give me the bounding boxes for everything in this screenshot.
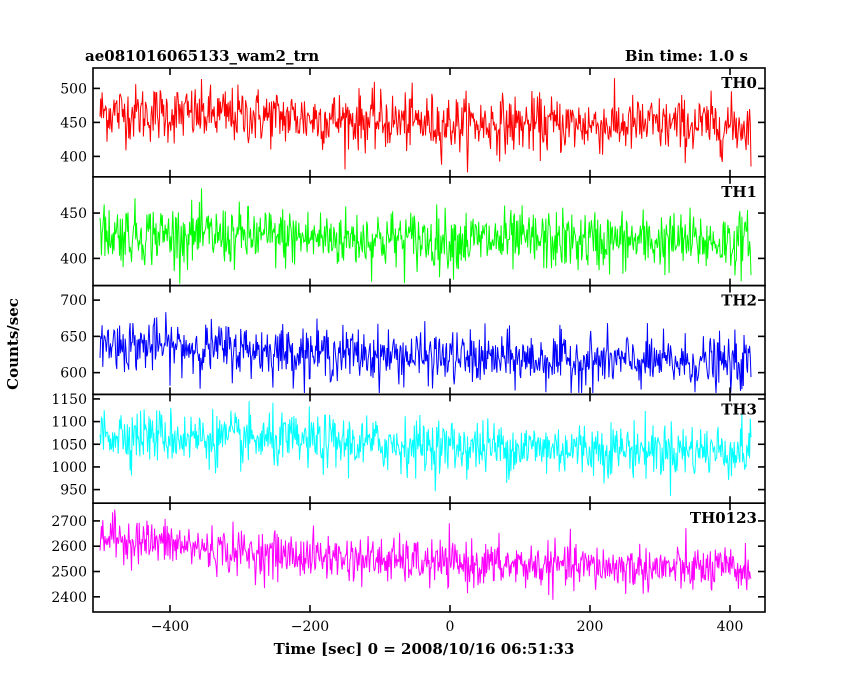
x-axis-label: Time [sec] 0 = 2008/10/16 06:51:33 <box>274 640 575 658</box>
series-name-label: TH3 <box>721 400 757 418</box>
y-tick-label: 600 <box>60 366 87 382</box>
chart-title: ae081016065133_wam2_trn <box>85 47 319 65</box>
panel-th2: 600 650 700 TH2 <box>60 284 766 396</box>
y-tick-label: 450 <box>60 206 87 222</box>
y-tick-label: 2500 <box>51 565 87 581</box>
y-tick-label: 950 <box>60 483 87 499</box>
series-name-label: TH1 <box>721 183 757 201</box>
x-tick-label: 200 <box>577 619 604 635</box>
y-tick-label: 500 <box>60 81 87 97</box>
panel-th0123: 2400 2500 2600 2700 TH0123 <box>51 502 766 613</box>
x-tick-label: −200 <box>291 619 329 635</box>
series-name-label: TH2 <box>721 292 757 310</box>
panels-group: 400 450 500 TH0 400 450 TH1 600 650 700 TH2 950 1000… <box>51 67 766 635</box>
y-tick-label: 450 <box>60 115 87 131</box>
y-tick-label: 2600 <box>51 539 87 555</box>
panel-th3: 950 1000 1050 1100 1150 TH3 <box>51 392 766 504</box>
y-tick-label: 400 <box>60 251 87 267</box>
series-line-th3 <box>99 401 752 496</box>
x-tick-label: 400 <box>717 619 744 635</box>
series-line-th2 <box>99 312 752 393</box>
y-tick-label: 700 <box>60 293 87 309</box>
panel-th0: 400 450 500 TH0 <box>60 67 766 178</box>
y-tick-label: 2700 <box>51 514 87 530</box>
y-tick-label: 1150 <box>51 392 87 408</box>
x-tick-label: 0 <box>446 619 455 635</box>
y-tick-label: 1100 <box>51 415 87 431</box>
panel-th1: 400 450 TH1 <box>60 176 766 287</box>
series-line-th1 <box>99 188 752 284</box>
y-tick-label: 1050 <box>51 437 87 453</box>
series-line-th0123 <box>99 509 752 600</box>
y-axis-label: Counts/sec <box>4 298 22 390</box>
y-tick-label: 1000 <box>51 460 87 476</box>
series-name-label: TH0 <box>721 74 757 92</box>
y-tick-label: 400 <box>60 149 87 165</box>
panel-frame <box>92 502 766 613</box>
series-line-th0 <box>99 78 752 173</box>
series-name-label: TH0123 <box>690 509 757 527</box>
y-tick-label: 2400 <box>51 590 87 606</box>
bin-time-label: Bin time: 1.0 s <box>625 47 748 65</box>
x-tick-label: −400 <box>151 619 189 635</box>
y-tick-label: 650 <box>60 329 87 345</box>
